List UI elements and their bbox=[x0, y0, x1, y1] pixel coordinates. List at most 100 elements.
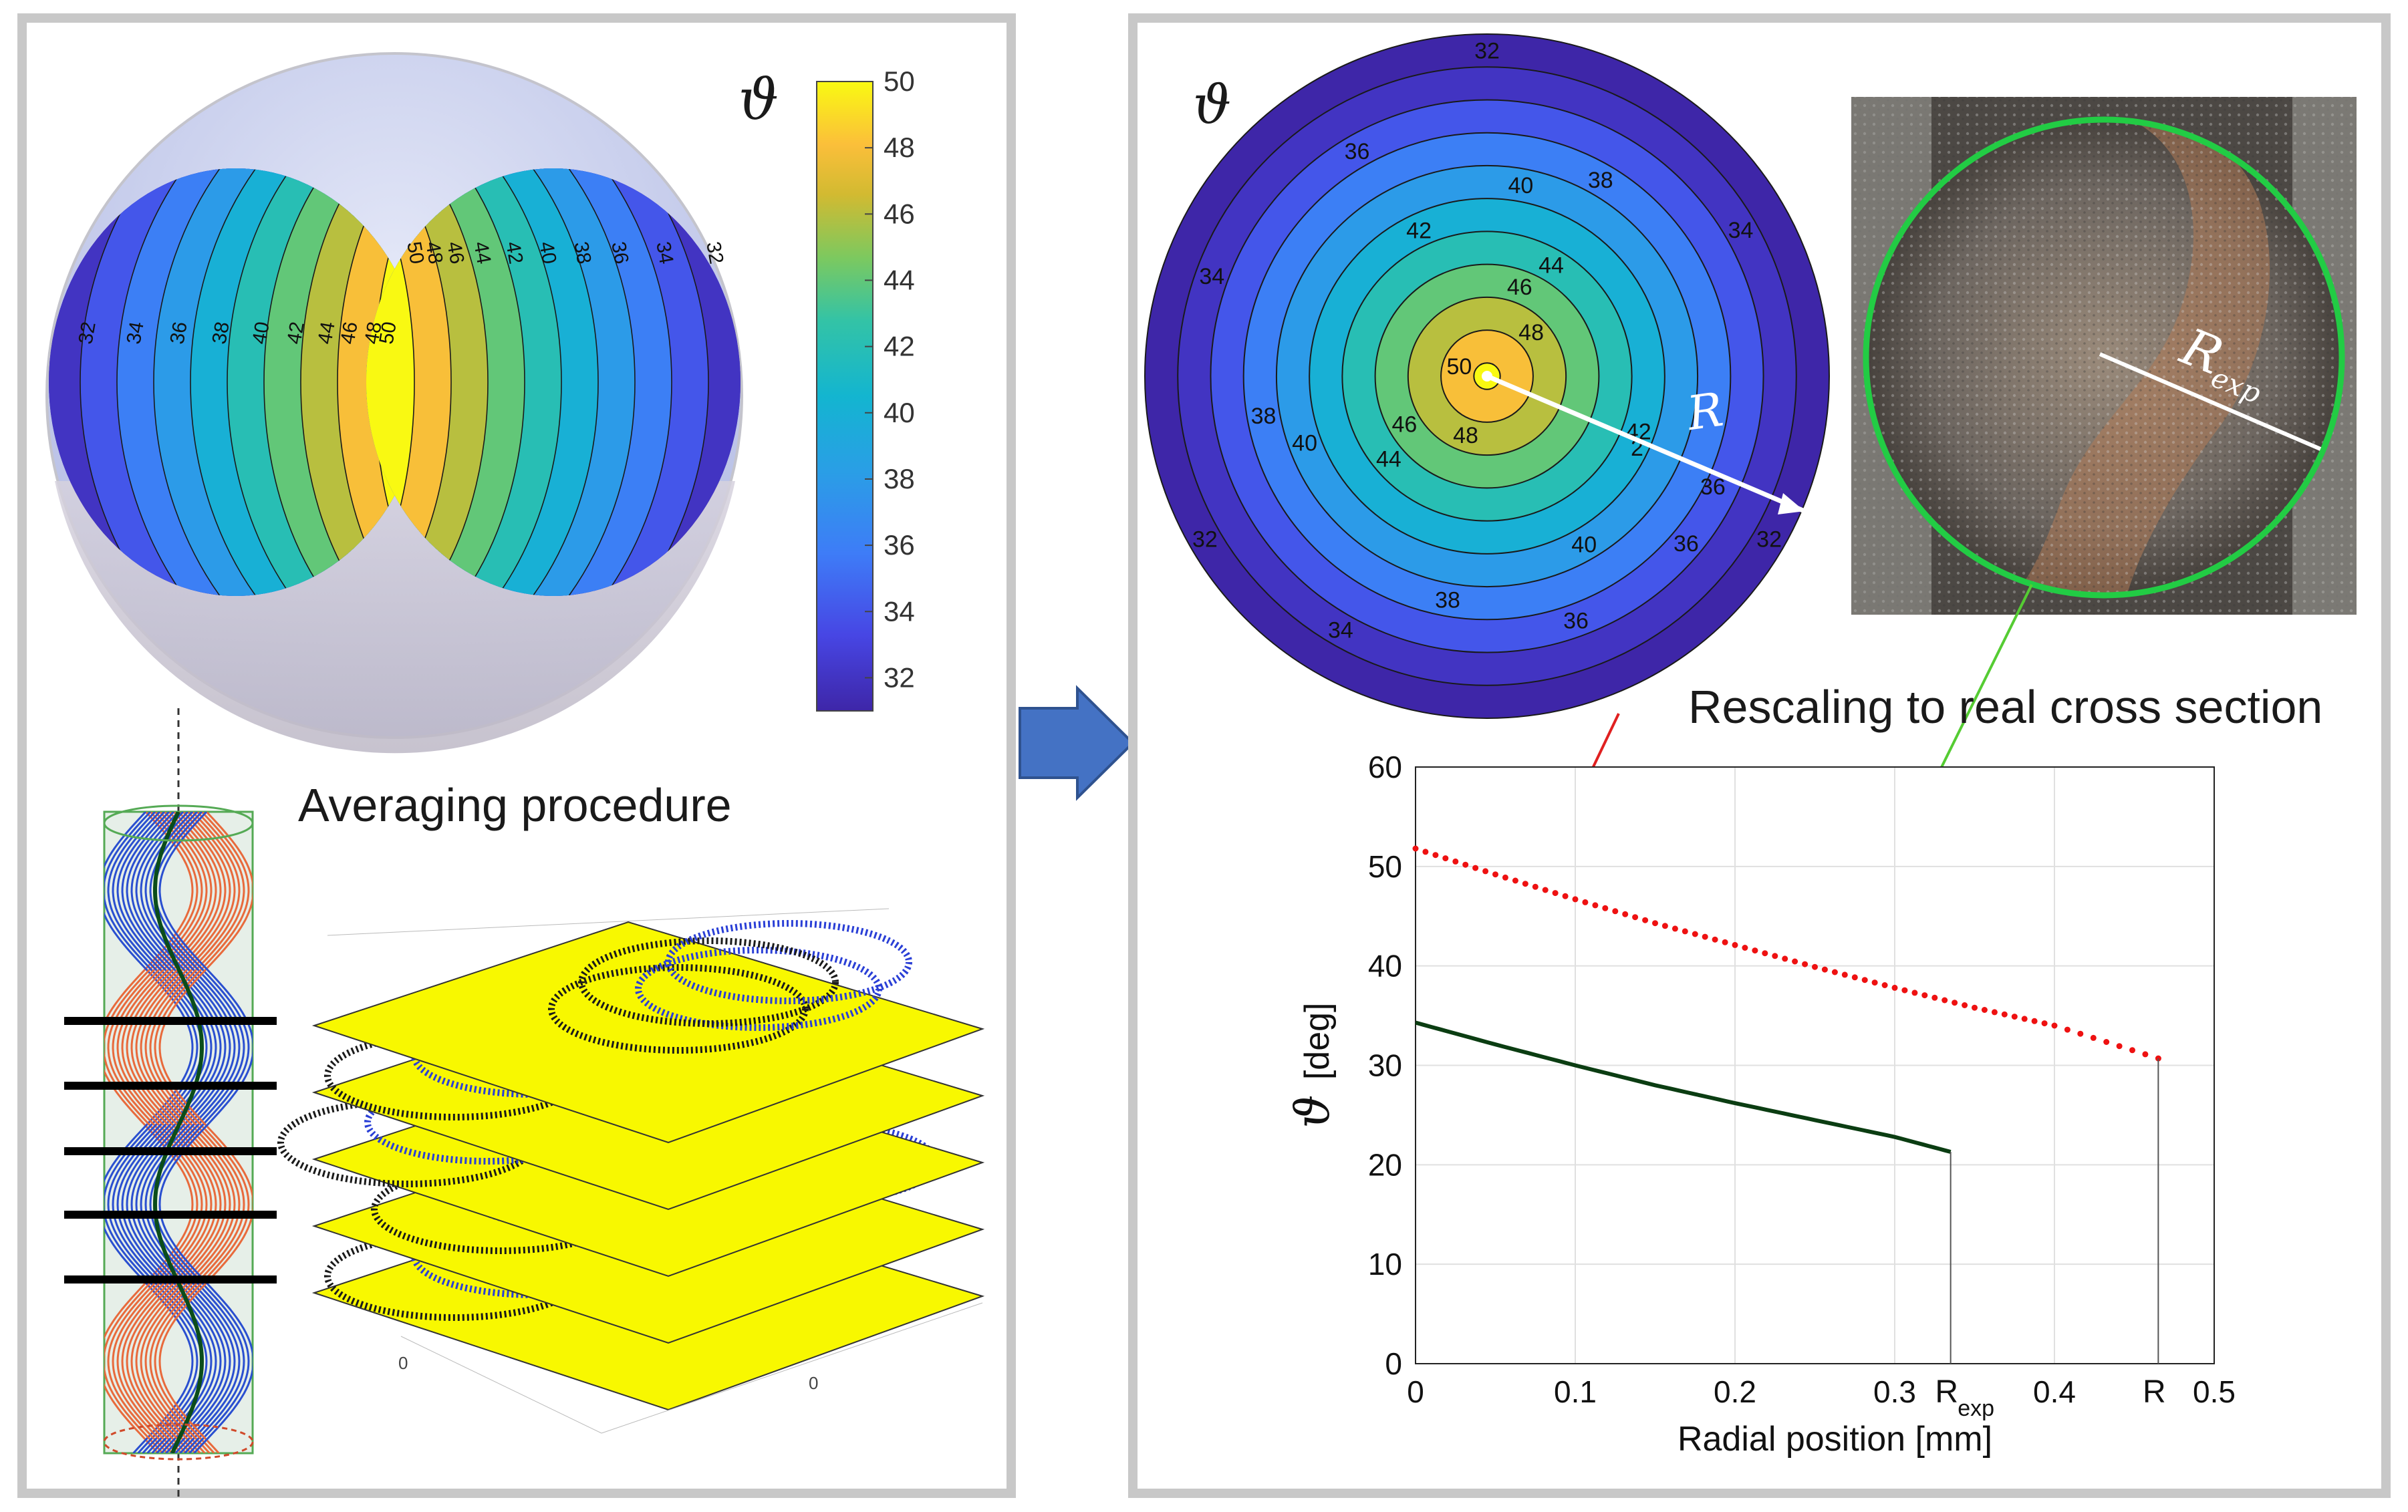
disk-contour-label: 34 bbox=[1728, 218, 1754, 243]
dotted-series-point bbox=[1831, 969, 1838, 975]
disk-contour-label: 38 bbox=[1588, 168, 1613, 193]
dotted-series-point bbox=[1911, 990, 1918, 996]
y-tick-label: 10 bbox=[1368, 1247, 1402, 1281]
dotted-series-point bbox=[1772, 953, 1778, 959]
helix-strand-orange bbox=[144, 812, 241, 1453]
left-theta-symbol: ϑ bbox=[739, 67, 779, 132]
left-caption: Averaging procedure bbox=[298, 779, 732, 831]
dotted-series-point bbox=[1452, 858, 1459, 865]
dotted-series-point bbox=[1422, 849, 1429, 855]
dotted-series-point bbox=[1861, 977, 1868, 984]
colorbar-tick-label: 46 bbox=[884, 198, 915, 229]
lobe-left-label: 42 bbox=[283, 320, 308, 346]
dotted-series-point bbox=[1622, 911, 1629, 917]
dotted-series-point bbox=[1472, 865, 1479, 871]
y-axis-symbol: ϑ bbox=[1285, 1080, 1340, 1128]
lobe-left-label: 40 bbox=[248, 320, 273, 346]
dotted-series-point bbox=[1572, 896, 1579, 903]
disk-contour-label: 34 bbox=[1328, 618, 1353, 643]
dotted-series-point bbox=[1782, 955, 1788, 962]
dotted-series-point bbox=[2103, 1039, 2110, 1045]
lobe-right-label: 32 bbox=[702, 240, 727, 266]
helix-strand-orange bbox=[149, 812, 245, 1453]
lobe-right-label: 48 bbox=[421, 240, 446, 266]
colorbar-tick-label: 48 bbox=[884, 132, 915, 163]
right-caption: Rescaling to real cross section bbox=[1688, 681, 2323, 733]
dotted-series-point bbox=[2051, 1022, 2058, 1029]
disk-contour-label: 36 bbox=[1563, 609, 1589, 634]
helix-strand-orange bbox=[158, 812, 253, 1453]
dotted-series-point bbox=[1981, 1007, 1988, 1013]
colorbar-tick-label: 42 bbox=[884, 331, 915, 362]
y-tick-label: 50 bbox=[1368, 849, 1402, 884]
y-tick-label: 60 bbox=[1368, 750, 1402, 784]
y-axis-label: ϑ [deg] bbox=[1285, 1003, 1340, 1128]
dotted-series-point bbox=[1851, 974, 1858, 981]
dotted-series-point bbox=[1702, 933, 1708, 940]
helix-strand-orange bbox=[107, 812, 203, 1453]
disk-contour-label: 44 bbox=[1376, 446, 1401, 472]
lobe-left-label: 38 bbox=[208, 320, 233, 346]
dotted-series-point bbox=[1752, 947, 1758, 954]
dotted-series-point bbox=[1582, 899, 1589, 905]
cylinder-diagram bbox=[64, 708, 277, 1497]
dotted-series-point bbox=[1682, 928, 1688, 935]
dotted-series-point bbox=[1652, 920, 1658, 927]
solid-series-line bbox=[1415, 1020, 1952, 1154]
lobe-right-label: 40 bbox=[535, 240, 560, 266]
dotted-series-point bbox=[1891, 984, 1898, 991]
y-tick-label: 40 bbox=[1368, 949, 1402, 984]
lobe-left-label: 48 bbox=[360, 320, 386, 346]
dotted-series-point bbox=[1942, 997, 1948, 1004]
dotted-series-point bbox=[1962, 1002, 1968, 1008]
colorbar-tick-label: 40 bbox=[884, 397, 915, 428]
helix-strand-blue bbox=[104, 812, 198, 1453]
x-tick-label: 0.4 bbox=[2033, 1374, 2076, 1409]
dotted-series-point bbox=[1762, 950, 1768, 957]
dotted-series-point bbox=[1712, 936, 1718, 943]
photo-radius-line bbox=[2099, 352, 2322, 451]
plot-frame bbox=[1415, 766, 2215, 1364]
helix-strand-orange bbox=[154, 812, 250, 1453]
slice-ring-black bbox=[578, 937, 839, 1027]
dotted-series-point bbox=[1532, 883, 1539, 890]
disk-contour-label: 38 bbox=[1435, 588, 1460, 613]
dotted-series-point bbox=[1552, 890, 1559, 897]
lobe-left-label: 44 bbox=[313, 320, 339, 346]
disk-contour-label: 44 bbox=[1539, 253, 1564, 279]
lobe-left-label: 34 bbox=[122, 320, 148, 346]
helix-strand-orange bbox=[112, 812, 208, 1453]
dotted-series-point bbox=[1492, 871, 1498, 878]
disk-contour-label: 46 bbox=[1507, 275, 1532, 300]
dotted-series-point bbox=[1841, 971, 1848, 978]
disk-contour-label: 38 bbox=[1251, 404, 1277, 429]
dotted-series-point bbox=[1642, 917, 1649, 923]
slice-plane bbox=[311, 921, 985, 1144]
disk-contour-label: 32 bbox=[1474, 39, 1500, 64]
dotted-series-point bbox=[1462, 861, 1469, 868]
colorbar-tick-label: 32 bbox=[884, 661, 915, 693]
dotted-series-point bbox=[2116, 1043, 2123, 1050]
helix-strand-blue bbox=[140, 812, 236, 1453]
dotted-series-point bbox=[1542, 887, 1549, 893]
dotted-series-point bbox=[2001, 1011, 2008, 1018]
x-axis-label: Radial position [mm] bbox=[1678, 1420, 1992, 1459]
disk-contour-label: 34 bbox=[1199, 264, 1224, 289]
dotted-series-point bbox=[1742, 945, 1748, 951]
dotted-series-point bbox=[1592, 902, 1599, 909]
disk-contour-label: 36 bbox=[1345, 139, 1370, 164]
helix-strand-blue bbox=[104, 812, 194, 1453]
x-tick-label: 0.3 bbox=[1873, 1374, 1916, 1409]
disk-contour-label: 48 bbox=[1518, 320, 1544, 345]
dotted-series-point bbox=[1901, 987, 1908, 994]
disk-contour-label: 40 bbox=[1292, 430, 1317, 456]
dotted-series-point bbox=[1632, 914, 1639, 921]
disk-contour-label: 36 bbox=[1674, 531, 1699, 557]
dotted-series-point bbox=[1502, 874, 1508, 881]
colorbar bbox=[816, 81, 874, 712]
dotted-series-point bbox=[1722, 939, 1728, 945]
dotted-series-point bbox=[1871, 979, 1878, 986]
